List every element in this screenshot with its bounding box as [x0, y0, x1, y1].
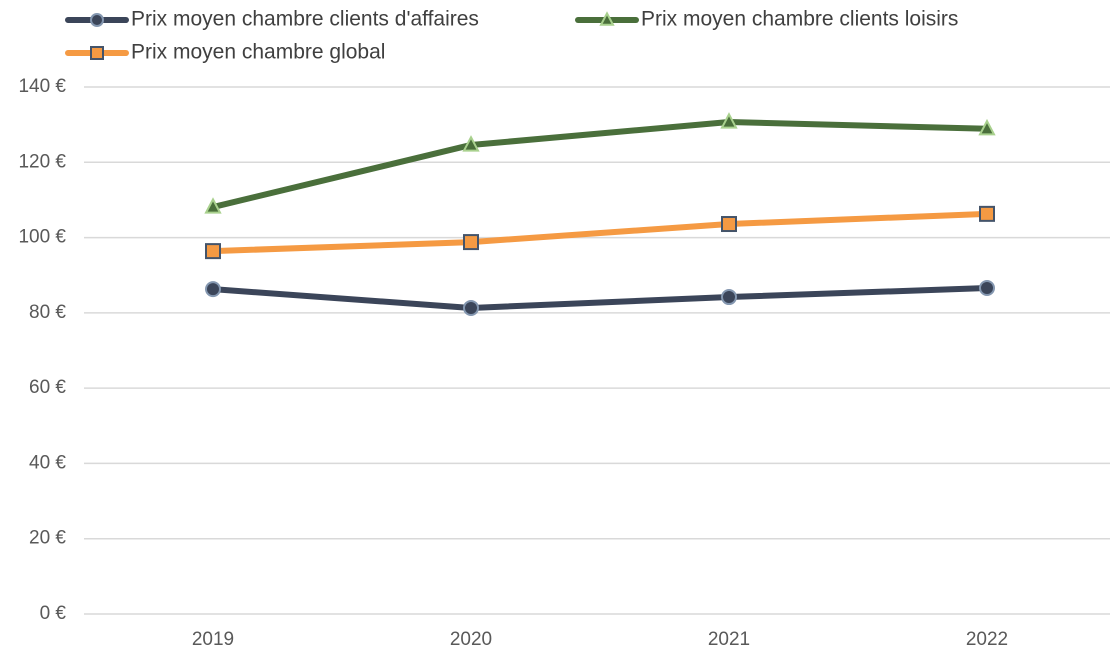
legend-label: Prix moyen chambre clients loisirs	[641, 8, 958, 31]
x-tick-label: 2020	[450, 629, 492, 650]
marker	[90, 46, 104, 60]
y-tick-label: 140 €	[18, 76, 66, 97]
x-tick-label: 2019	[192, 629, 234, 650]
y-tick-label: 60 €	[29, 377, 66, 398]
y-tick-label: 0 €	[40, 603, 67, 624]
marker	[979, 280, 995, 297]
legend-label: Prix moyen chambre clients d'affaires	[131, 8, 479, 31]
y-tick-label: 40 €	[29, 452, 66, 473]
series-line	[210, 210, 990, 255]
x-tick-label: 2021	[708, 629, 750, 650]
marker	[463, 234, 479, 251]
marker	[205, 243, 221, 260]
marker	[720, 112, 738, 129]
series-line	[210, 119, 990, 211]
x-tick-label: 2022	[966, 629, 1008, 650]
marker	[978, 118, 996, 136]
marker	[90, 13, 104, 27]
y-tick-label: 20 €	[29, 528, 66, 549]
y-tick-label: 80 €	[29, 302, 66, 323]
series-line	[210, 285, 990, 311]
marker	[979, 205, 995, 222]
legend-label: Prix moyen chambre global	[131, 41, 385, 64]
marker	[462, 135, 480, 152]
marker	[205, 281, 221, 298]
marker	[721, 216, 737, 233]
y-tick-label: 100 €	[18, 227, 66, 248]
marker	[463, 299, 479, 316]
marker	[721, 289, 737, 306]
marker	[599, 11, 615, 26]
marker	[204, 197, 222, 214]
y-tick-label: 120 €	[18, 151, 66, 172]
